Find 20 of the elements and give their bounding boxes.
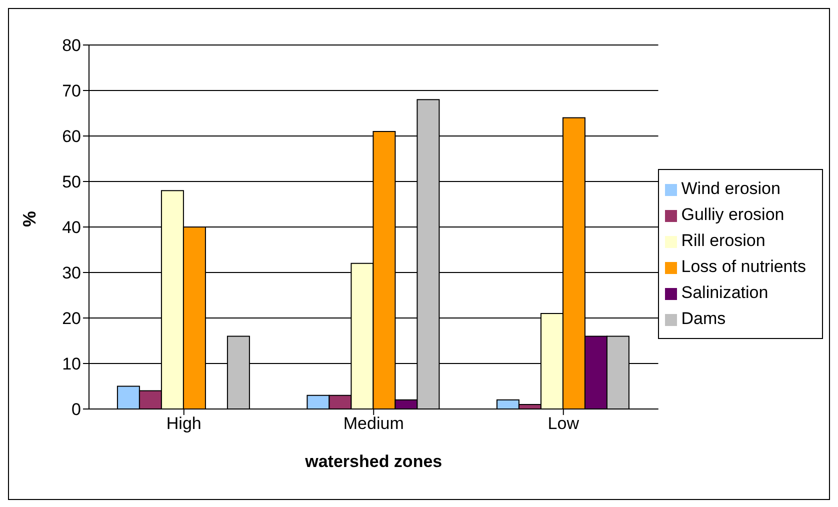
- y-tick-label: 20: [62, 309, 81, 328]
- y-tick-label: 60: [62, 127, 81, 146]
- legend-label: Dams: [681, 309, 726, 328]
- legend-label: Loss of nutrients: [681, 257, 806, 276]
- y-tick-label: 40: [62, 218, 81, 238]
- y-tick-label: 30: [62, 264, 81, 283]
- y-axis-title: %: [19, 210, 40, 227]
- y-tick-label: 70: [62, 82, 81, 101]
- x-axis-title: watershed zones: [304, 452, 442, 471]
- y-tick-label: 80: [62, 36, 81, 56]
- x-tick-label: High: [166, 414, 202, 434]
- y-tick-label: 0: [72, 400, 81, 420]
- legend-label: Gulliy erosion: [681, 205, 784, 224]
- x-tick-label: Medium: [343, 414, 404, 434]
- legend-label: Wind erosion: [681, 179, 780, 198]
- legend-label: Rill erosion: [681, 231, 766, 250]
- y-tick-label: 50: [62, 172, 81, 192]
- legend-label: Salinization: [681, 283, 768, 302]
- x-tick-label: Low: [548, 414, 580, 434]
- y-tick-label: 10: [62, 354, 81, 374]
